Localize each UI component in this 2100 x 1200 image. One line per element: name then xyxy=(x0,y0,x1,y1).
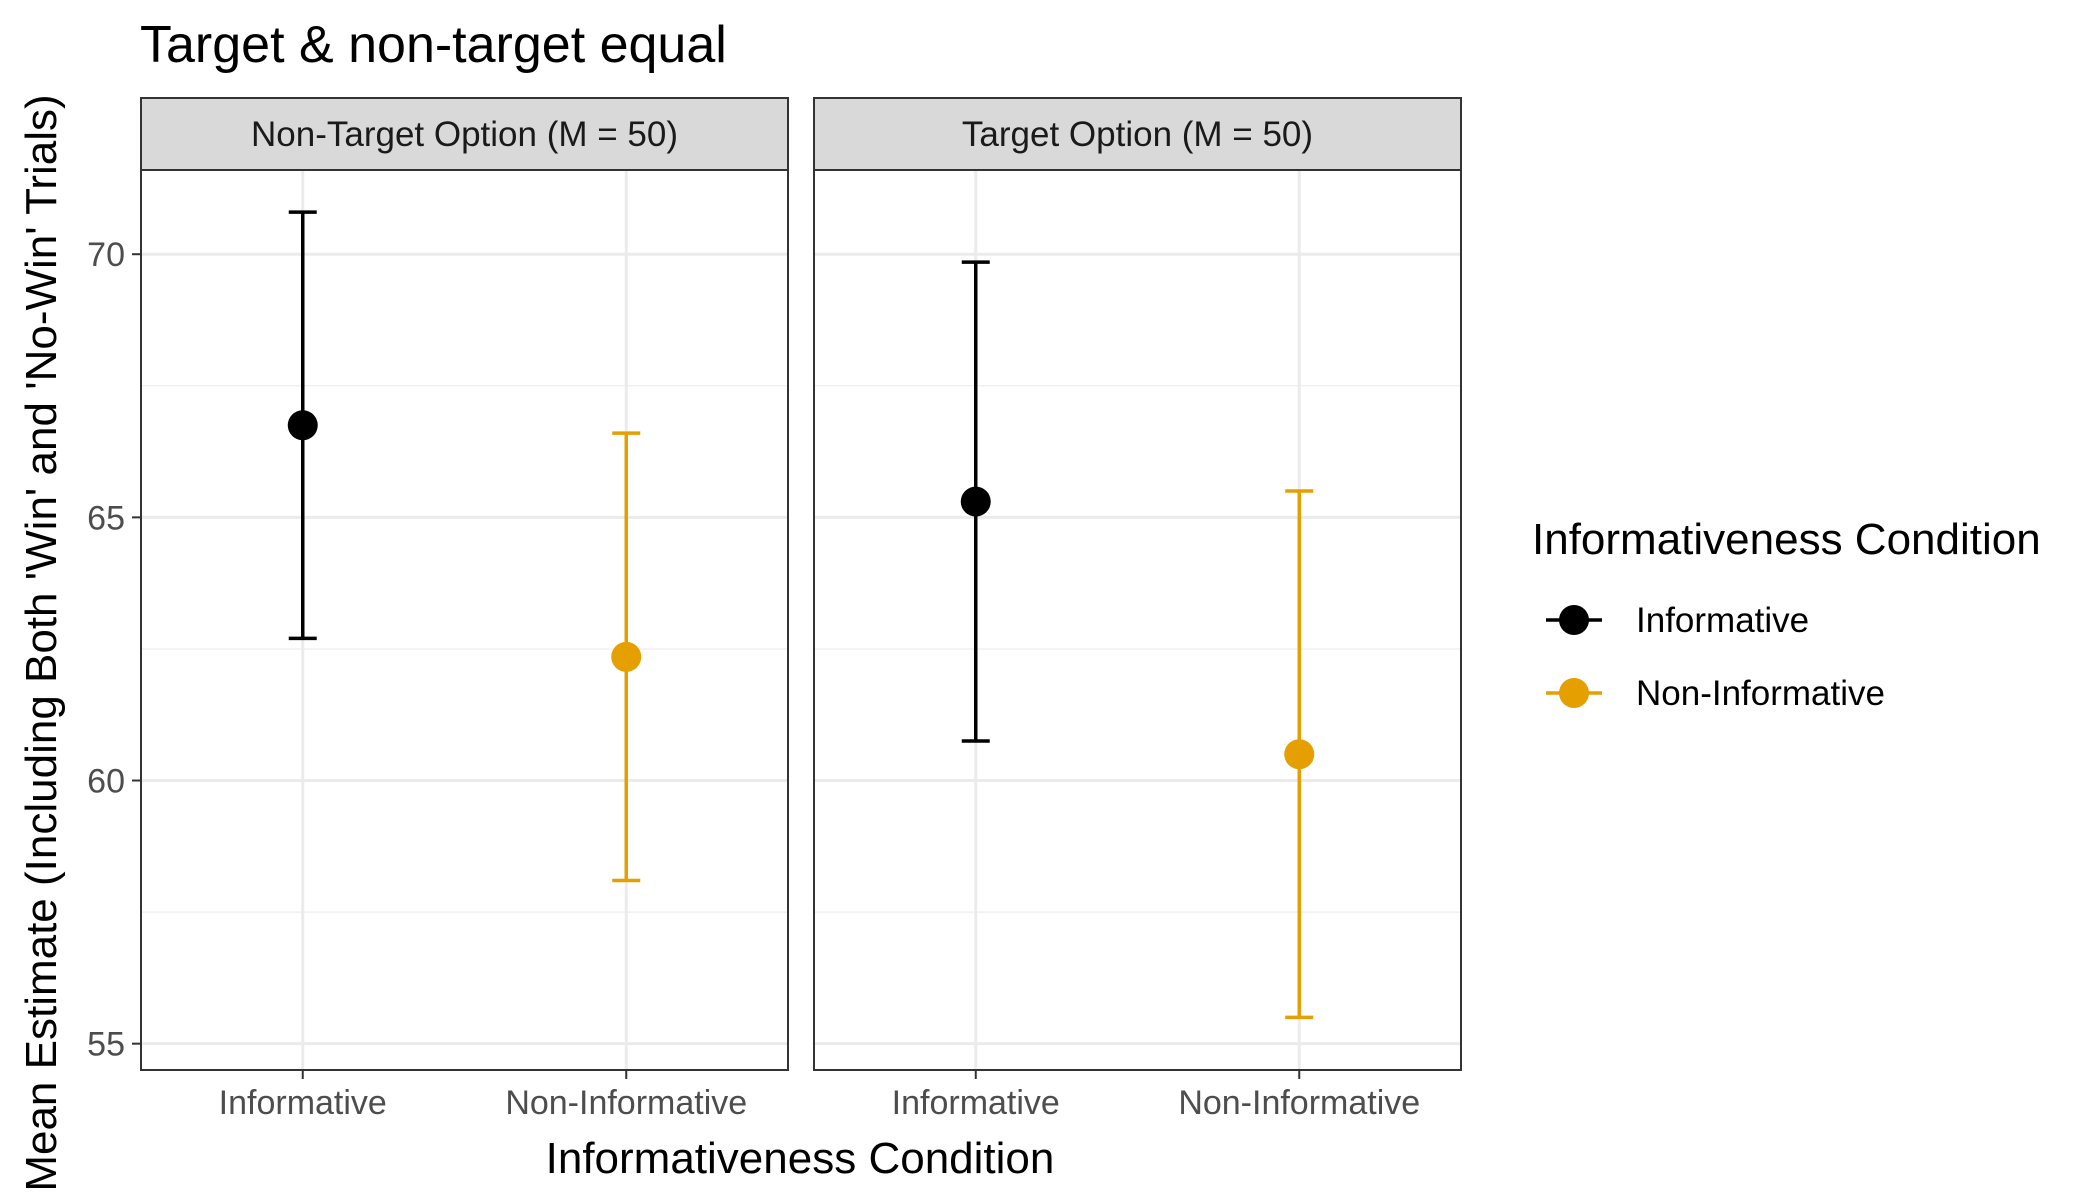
y-tick-label: 70 xyxy=(87,236,125,274)
facet-strip xyxy=(140,97,789,171)
y-axis-title: Mean Estimate (Including Both 'Win' and … xyxy=(17,94,66,1191)
x-tick-label: Non-Informative xyxy=(505,1084,747,1122)
legend-item: Non-Informative xyxy=(1546,674,1885,713)
x-tick-label: Informative xyxy=(219,1084,387,1122)
facet-strip xyxy=(813,97,1462,171)
legend-key-point xyxy=(1559,678,1589,708)
x-tick-label: Informative xyxy=(892,1084,1060,1122)
legend-item: Informative xyxy=(1546,601,1809,640)
y-tick-label: 55 xyxy=(87,1026,125,1064)
legend-title: Informativeness Condition xyxy=(1532,515,2041,564)
panel-background xyxy=(814,170,1461,1070)
mean-point xyxy=(960,486,991,517)
mean-point xyxy=(1284,739,1315,770)
legend-key-point xyxy=(1559,605,1589,635)
x-axis-title: Informativeness Condition xyxy=(546,1134,1055,1183)
facet-strip-label: Target Option (M = 50) xyxy=(962,115,1313,154)
legend-label: Informative xyxy=(1636,601,1809,640)
x-tick-label: Non-Informative xyxy=(1178,1084,1420,1122)
chart-title: Target & non-target equal xyxy=(140,16,727,74)
legend: Informativeness Condition Informative Non… xyxy=(1532,515,2041,713)
mean-point xyxy=(611,641,642,672)
facet-strip-label: Non-Target Option (M = 50) xyxy=(251,115,678,154)
facet-panel: Target Option (M = 50) Informative Non-Inf… xyxy=(813,97,1462,1122)
y-tick-label: 60 xyxy=(87,763,125,801)
mean-point xyxy=(287,410,318,441)
legend-label: Non-Informative xyxy=(1636,674,1885,713)
panel-background xyxy=(141,170,788,1070)
facet-panel: Non-Target Option (M = 50) Informative Non… xyxy=(140,97,789,1122)
facet-panels: 55 60 65 70 Non-Target Option (M = 50) Inform… xyxy=(87,97,1462,1122)
y-tick-label: 65 xyxy=(87,499,125,537)
